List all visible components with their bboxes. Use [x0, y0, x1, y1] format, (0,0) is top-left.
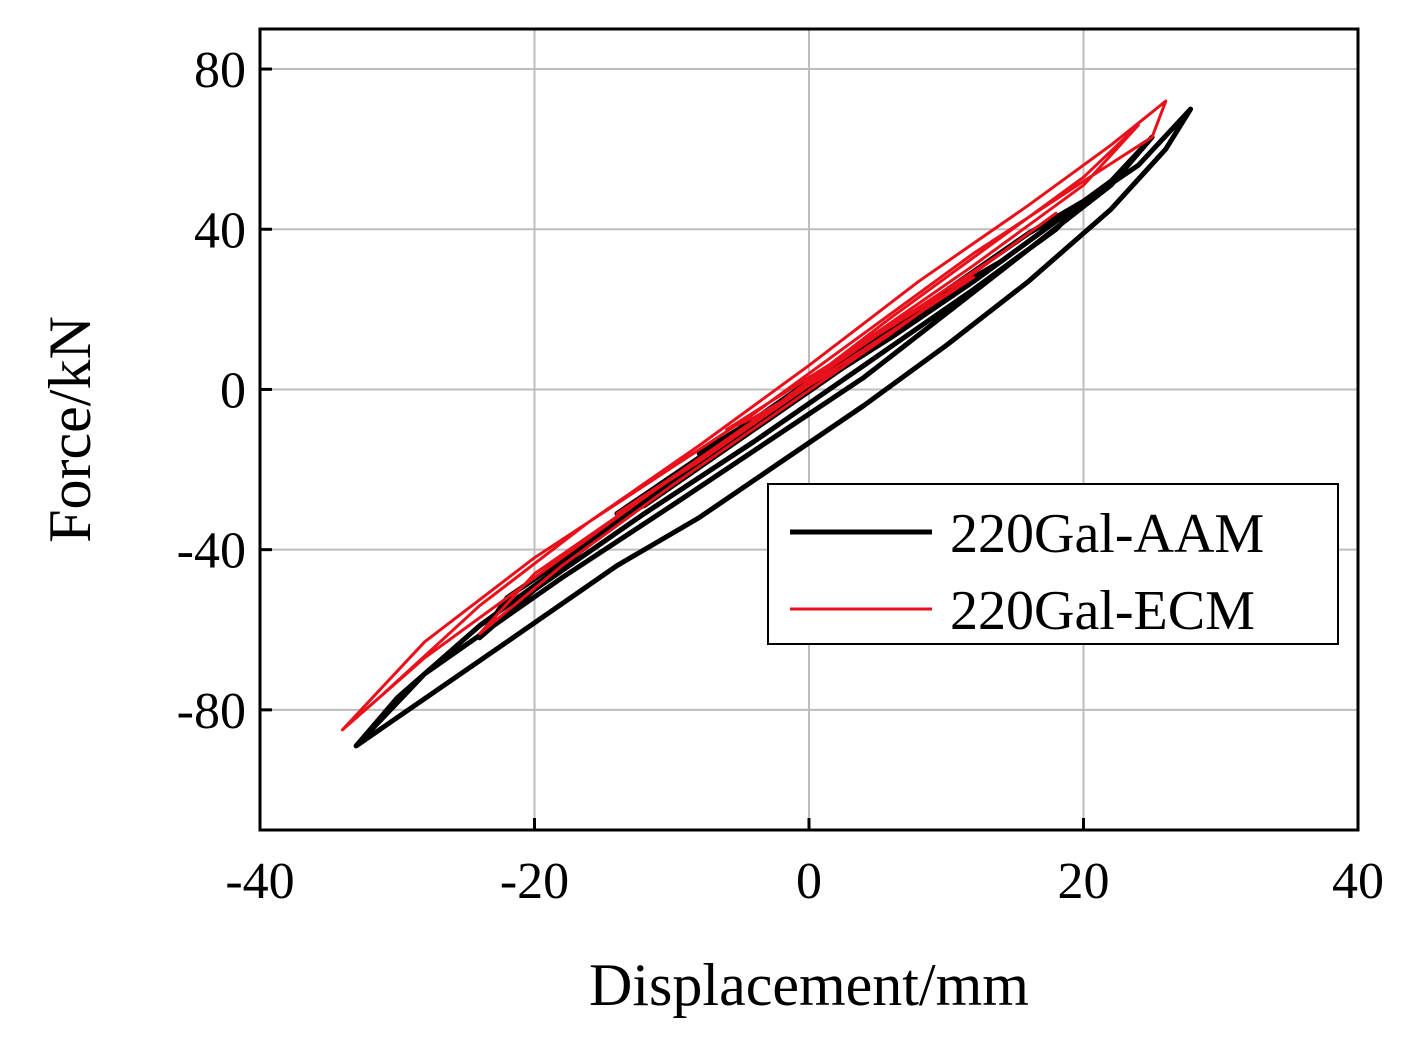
- y-tick-label: -40: [177, 523, 246, 580]
- series-line-aam: [353, 106, 1194, 749]
- y-tick-label: 40: [194, 202, 246, 259]
- legend-box: [767, 483, 1339, 645]
- y-axis-title: Force/kN: [37, 316, 103, 543]
- y-tick-label: 0: [220, 362, 246, 419]
- axis-ticks: -40 -20 0 20 40 80 40 0 -40 -80: [177, 42, 1384, 910]
- x-axis-title: Displacement/mm: [589, 952, 1029, 1018]
- grid: [260, 29, 1358, 830]
- x-tick-label: 20: [1058, 853, 1110, 910]
- x-tick-label: 0: [796, 853, 822, 910]
- y-tick-label: -80: [177, 683, 246, 740]
- y-tick-label: 80: [194, 42, 246, 99]
- legend: 220Gal-AAM 220Gal-ECM: [767, 483, 1339, 645]
- x-tick-label: -20: [500, 853, 569, 910]
- legend-label-aam: 220Gal-AAM: [950, 503, 1264, 565]
- x-tick-label: 40: [1332, 853, 1384, 910]
- x-tick-label: -40: [225, 853, 294, 910]
- series-group: [340, 99, 1194, 749]
- series-line-ecm: [340, 99, 1168, 732]
- legend-label-ecm: 220Gal-ECM: [950, 580, 1255, 642]
